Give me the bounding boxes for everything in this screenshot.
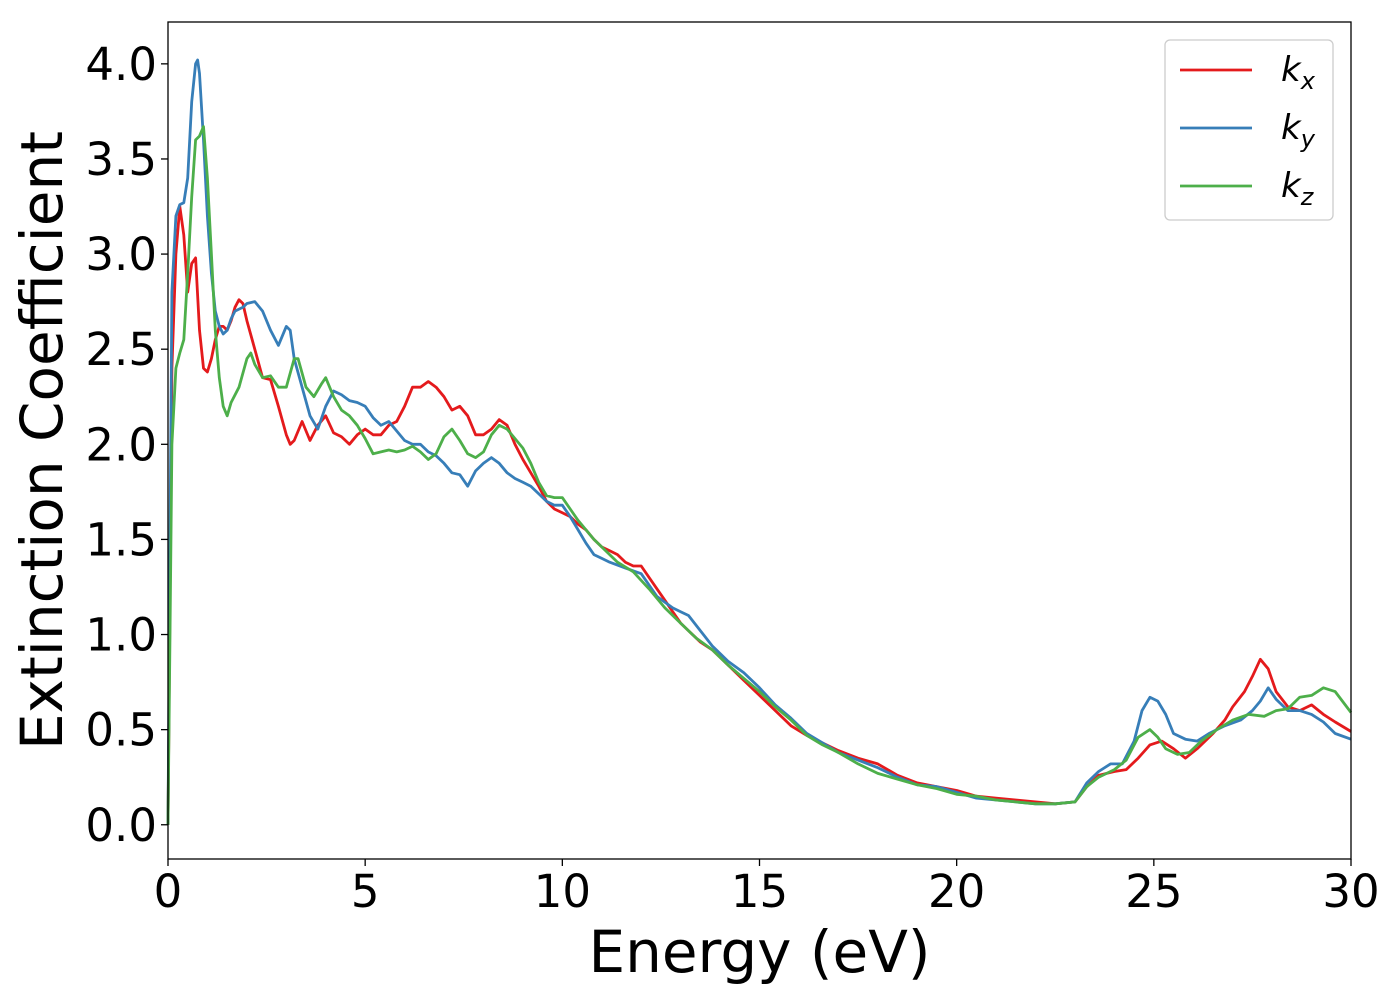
- x-tick-label: 0: [154, 865, 183, 918]
- series-line-k_y: [166, 58, 1352, 825]
- series-layer: [166, 58, 1353, 825]
- legend-entry-k_x: kx: [1180, 50, 1316, 95]
- legend-entry-k_z: kz: [1180, 166, 1315, 211]
- y-tick-label: 2.5: [85, 323, 157, 376]
- legend: kx ky kz: [1164, 39, 1334, 221]
- x-tick-label: 30: [1322, 865, 1379, 918]
- y-tick-label: 2.0: [85, 418, 157, 471]
- series-line-k_x: [166, 205, 1352, 825]
- legend-box: [1164, 39, 1334, 221]
- x-tick-label: 20: [928, 865, 985, 918]
- y-axis-label: Extinction Coefficient: [8, 131, 76, 750]
- x-tick-label: 25: [1125, 865, 1182, 918]
- y-tick-label: 0.0: [85, 799, 157, 852]
- legend-label: kx: [1281, 50, 1316, 95]
- y-tick-label: 1.0: [85, 609, 157, 662]
- x-tick-label: 15: [731, 865, 788, 918]
- y-tick-label: 4.0: [85, 38, 157, 91]
- x-tick-label: 5: [351, 865, 380, 918]
- legend-entry-k_y: ky: [1180, 108, 1316, 153]
- y-tick-label: 0.5: [85, 704, 157, 757]
- legend-label: ky: [1281, 108, 1316, 153]
- y-tick-label: 3.0: [85, 228, 157, 281]
- legend-label: kz: [1281, 166, 1315, 211]
- y-axis: 0.0 0.5 1.0 1.5 2.0 2.5 3.0 3.5 4.0: [85, 38, 168, 852]
- x-axis-label: Energy (eV): [588, 918, 930, 986]
- x-tick-label: 10: [534, 865, 591, 918]
- series-line-k_z: [166, 125, 1353, 825]
- y-tick-label: 1.5: [85, 513, 157, 566]
- x-axis: 0 5 10 15 20 25 30: [154, 859, 1380, 918]
- y-tick-label: 3.5: [85, 133, 157, 186]
